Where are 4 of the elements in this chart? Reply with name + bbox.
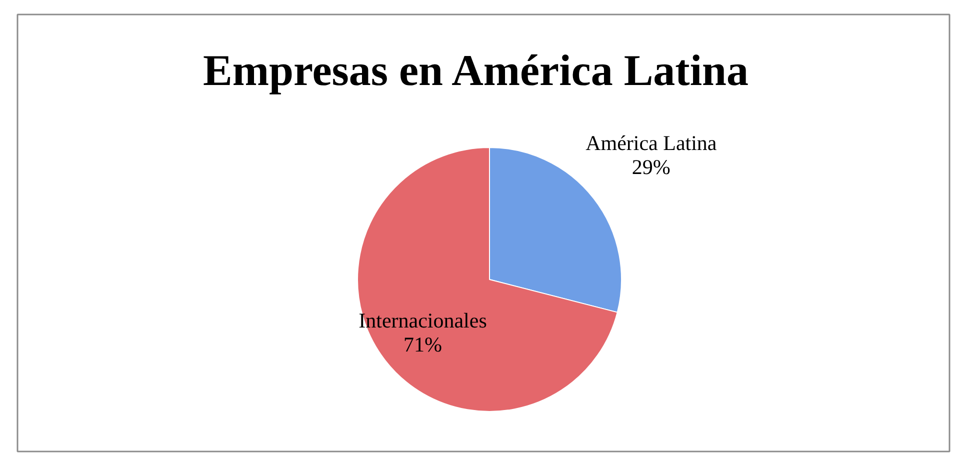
chart-title: Empresas en América Latina (203, 46, 749, 95)
data-label: 29% (632, 155, 670, 180)
slice-label: América Latina (586, 131, 718, 156)
data-label: 71% (404, 332, 442, 356)
